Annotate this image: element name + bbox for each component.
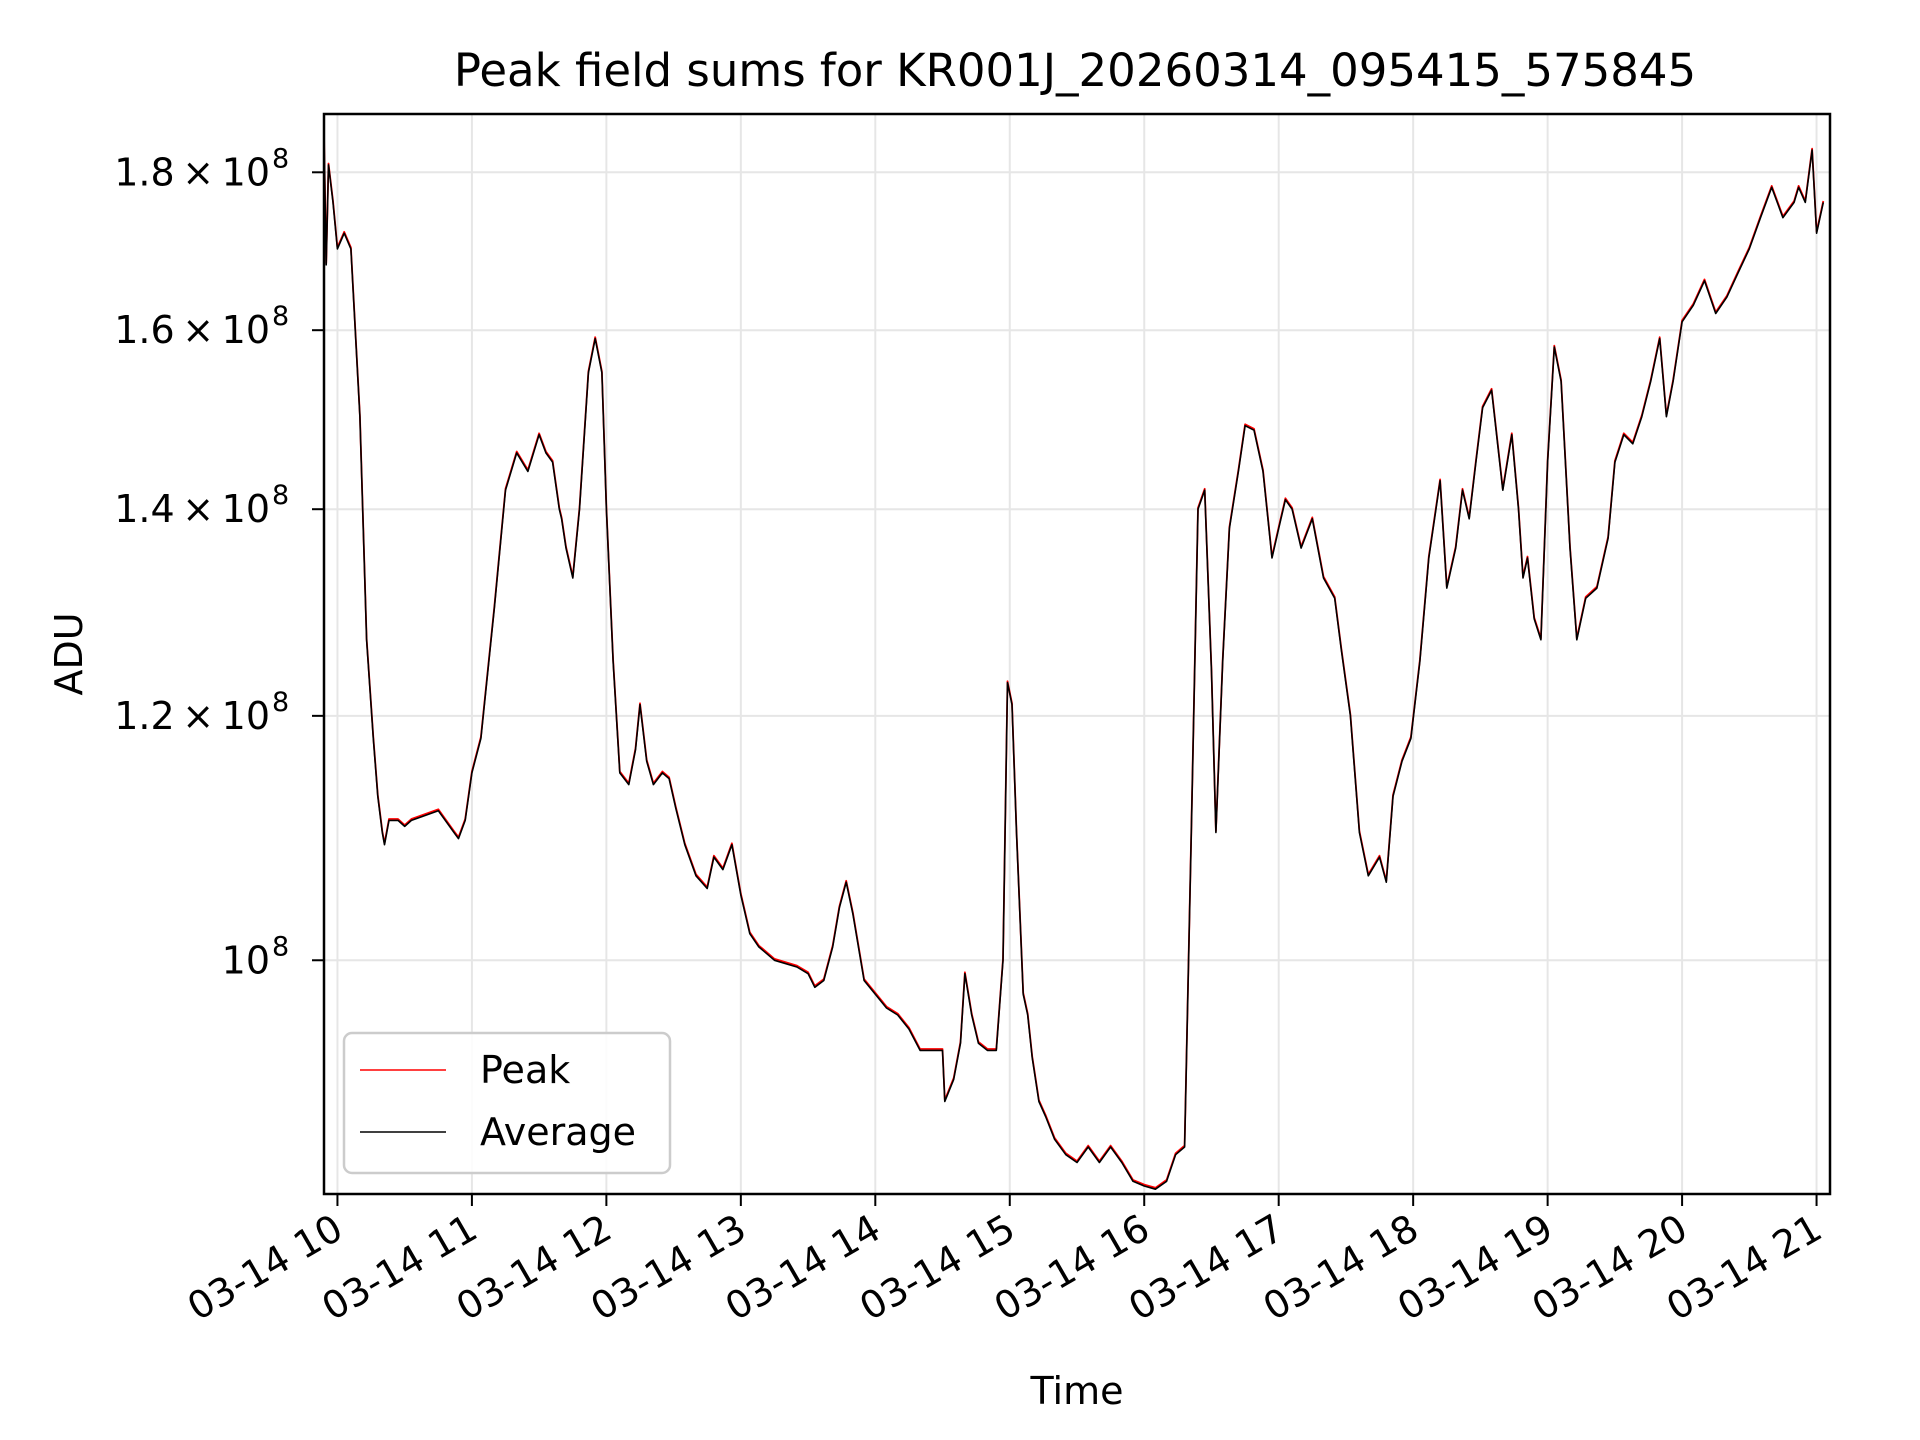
y-tick-label: 1.2 × 10 8 (114, 687, 289, 738)
y-axis-label: ADU (47, 612, 91, 695)
y-tick-base: 1.4 × 10 (114, 487, 270, 531)
y-tick-base: 1.8 × 10 (114, 150, 270, 194)
plot-frame (322, 112, 1832, 1196)
legend-label-peak: Peak (480, 1048, 570, 1092)
y-tick-base: 1.6 × 10 (114, 308, 270, 352)
y-tick-exponent: 8 (272, 480, 289, 511)
y-tick-label: 1.4 × 10 8 (114, 480, 289, 531)
y-tick-label: 1.6 × 10 8 (114, 301, 289, 352)
y-tick-exponent: 8 (272, 143, 289, 174)
x-axis-label: Time (1030, 1369, 1124, 1413)
legend-label-average: Average (480, 1110, 636, 1154)
y-tick-base: 1.2 × 10 (114, 694, 270, 738)
y-tick-exponent: 8 (272, 687, 289, 718)
y-tick-label: 10 8 (222, 931, 290, 982)
series-line-average (324, 135, 1825, 1190)
y-tick-exponent: 8 (272, 931, 289, 962)
y-tick-label: 1.8 × 10 8 (114, 143, 289, 194)
y-tick-exponent: 8 (272, 301, 289, 332)
chart-title: Peak field sums for KR001J_20260314_0954… (454, 44, 1696, 97)
legend: Peak Average (342, 1031, 672, 1175)
plot-area (324, 134, 1825, 1190)
grid (324, 114, 1830, 1194)
legend-box (342, 1031, 672, 1175)
y-tick-base: 10 (222, 938, 270, 982)
y-axis: 10 81.2 × 10 81.4 × 10 81.6 × 10 81.8 × 10 8 (114, 143, 324, 982)
